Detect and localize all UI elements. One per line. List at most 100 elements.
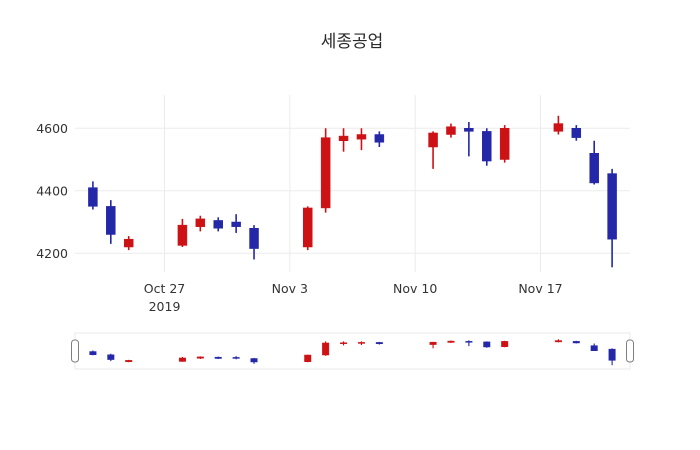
candle[interactable] [195,215,206,232]
candle-body [607,173,617,240]
candle-body [304,354,312,362]
candle-body [589,153,599,184]
candle-body [572,341,580,344]
rangeslider-candle [483,341,491,348]
rangeslider-candle [250,357,258,364]
rangeslider-candle [340,341,348,346]
rangeslider-candles [89,339,616,366]
candle-body [125,360,133,362]
rangeslider-candle [465,340,473,347]
candle-body [232,357,240,359]
candle-body [482,131,492,162]
candle-body [340,342,348,344]
candle-body [177,224,188,246]
rangeslider-candle [501,340,509,348]
candle[interactable] [338,128,349,152]
candle[interactable] [553,115,564,135]
candle-body [357,342,365,344]
y-tick-label: 4400 [36,183,68,198]
candle[interactable] [231,214,241,233]
candle-body [89,351,97,355]
candle-body [123,238,134,248]
rangeslider-candle [322,341,330,356]
x-tick-label: Nov 10 [393,281,437,296]
plot-area[interactable] [75,95,630,272]
candle-body [195,218,206,227]
rangeslider-handles [71,339,634,363]
x-tick-label: Nov 3 [272,281,308,296]
x-tick-label: Oct 27 [144,281,186,296]
candle-body [465,341,473,343]
candle-body [196,356,204,359]
candle-body [447,340,455,343]
rangeslider-candle [590,343,598,351]
candle[interactable] [374,131,385,147]
y-tick-label: 4200 [36,246,68,261]
y-tick-label: 4600 [36,121,68,136]
rangeslider-candle [89,350,97,356]
gridlines [75,95,630,272]
candle[interactable] [320,128,331,213]
candle-body [429,341,437,345]
rangeslider-handle-left[interactable] [71,339,79,363]
candle[interactable] [607,168,617,268]
candle[interactable] [249,225,259,260]
candle[interactable] [428,131,438,169]
candle[interactable] [464,122,474,157]
candle[interactable] [571,125,582,141]
candle[interactable] [482,128,492,166]
candle-body [214,356,222,359]
candle[interactable] [499,125,510,163]
candle[interactable] [177,218,188,247]
rangeslider-candle [447,340,455,343]
y-axis-tick-labels: 4200 4400 4600 [36,121,68,261]
candle-body [483,341,491,348]
rangeslider-handle-right[interactable] [626,339,634,363]
rangeslider-candle [572,340,580,344]
candle-body [499,128,510,160]
rangeslider-candle [107,353,115,362]
candle[interactable] [356,128,367,151]
rangeslider-candle [554,339,562,343]
candle-body [178,357,186,362]
candle-body [107,354,115,360]
candle[interactable] [123,236,134,251]
candle[interactable] [446,123,456,138]
candle-body [501,341,509,347]
candle-body [464,128,474,132]
rangeslider-candle [232,356,240,360]
rangeslider-candle [196,356,204,360]
candle-body [231,221,241,227]
candle-body [553,123,564,132]
rangeslider-candle [125,359,133,363]
candle[interactable] [106,200,116,244]
candle[interactable] [88,181,98,210]
rangeslider-track[interactable] [74,332,631,370]
rangeslider-candle [429,341,437,349]
candle-body [356,134,367,140]
candle-body [250,358,258,363]
candle-body [446,126,456,135]
candle[interactable] [589,140,599,185]
rangeslider-candle [178,356,186,362]
rangeslider-candle [304,354,312,363]
candle-body [106,206,116,235]
candle-body [428,132,438,148]
candle[interactable] [302,206,313,251]
candle-body [554,340,562,343]
x-axis-tick-labels: Oct 27 2019 Nov 3 Nov 10 Nov 17 [144,281,563,314]
chart-title: 세종공업 [321,32,384,52]
candle-body [322,342,330,356]
rangeslider-candle [375,341,383,345]
candle[interactable] [213,217,223,232]
x-tick-label: Nov 17 [518,281,562,296]
rangeslider-candle [608,348,616,366]
candle-body [338,135,349,141]
candle-body [213,220,223,229]
rangeslider [71,332,634,370]
candle-body [88,187,98,207]
candle-body [608,348,616,361]
candle-body [249,228,259,249]
